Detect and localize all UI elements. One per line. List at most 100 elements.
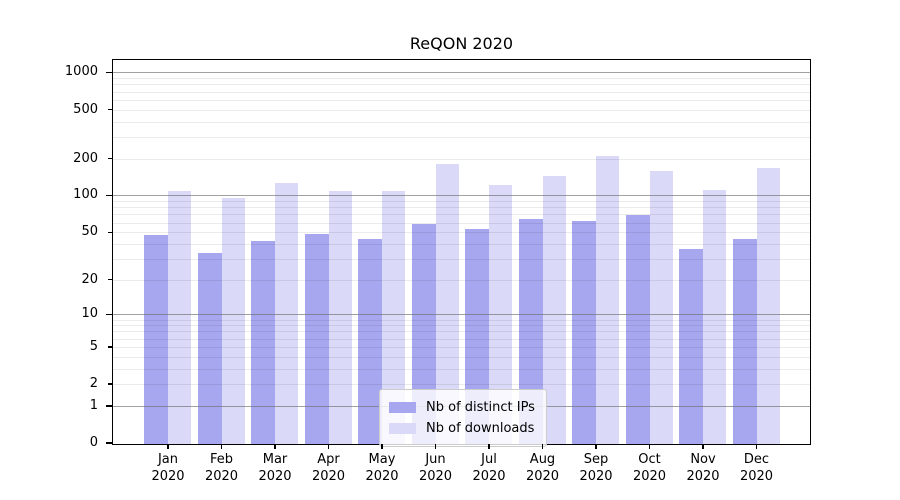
y-tick-label: 1 <box>89 397 98 413</box>
x-tick-label-apr: Apr 2020 <box>311 452 346 484</box>
legend-swatch-distinct-ips <box>389 402 416 413</box>
y-tick-label: 2 <box>89 376 98 392</box>
legend-swatch-downloads <box>389 423 416 434</box>
y-tick-mark <box>108 231 113 233</box>
grid-minor-line <box>113 356 810 358</box>
y-tick-label: 500 <box>73 101 98 117</box>
grid-minor-line <box>113 232 810 234</box>
bar-downloads-jun <box>435 164 459 444</box>
x-tick-mark <box>648 444 651 449</box>
y-tick-label: 20 <box>81 271 98 287</box>
chart-title: ReQON 2020 <box>409 34 514 53</box>
y-tick-label: 0 <box>89 435 98 450</box>
legend-label: Nb of downloads <box>426 421 535 436</box>
bar-downloads-feb <box>221 198 245 444</box>
grid-minor-line <box>113 136 810 138</box>
bar-distinct-ips-dec <box>732 238 757 444</box>
bar-downloads-jan <box>168 191 191 444</box>
plot-area: Nb of distinct IPs Nb of downloads <box>112 59 811 447</box>
grid-minor-line <box>113 158 810 160</box>
y-tick-mark <box>108 383 113 385</box>
grid-minor-line <box>113 99 810 101</box>
x-tick-label-oct: Oct 2020 <box>632 452 667 484</box>
y-tick-mark <box>106 194 113 197</box>
x-tick-mark <box>541 444 544 449</box>
grid-major-line <box>113 195 810 197</box>
y-tick-mark <box>108 108 113 111</box>
grid-minor-line <box>113 243 810 245</box>
bar-distinct-ips-nov <box>679 248 703 444</box>
y-tick-label: 5 <box>89 338 98 354</box>
y-tick-label: 1000 <box>64 64 98 80</box>
legend-entry-distinct-ips: Nb of distinct IPs <box>389 397 538 418</box>
x-tick-mark <box>595 444 597 449</box>
x-tick-label-may: May 2020 <box>365 452 399 484</box>
grid-minor-line <box>113 346 810 348</box>
y-tick-label: 50 <box>81 224 98 240</box>
bar-downloads-dec <box>756 168 780 444</box>
x-tick-label-feb: Feb 2020 <box>204 452 239 484</box>
bar-distinct-ips-sep <box>572 220 596 444</box>
legend: Nb of distinct IPs Nb of downloads <box>379 389 547 447</box>
bar-downloads-nov <box>703 190 726 444</box>
bar-distinct-ips-may <box>358 238 382 444</box>
grid-minor-line <box>113 109 810 111</box>
x-tick-mark <box>327 444 330 449</box>
grid-minor-line <box>113 222 810 224</box>
bar-downloads-apr <box>328 191 352 444</box>
grid-minor-line <box>113 84 810 86</box>
x-tick-label-jun: Jun 2020 <box>418 452 453 484</box>
bar-downloads-sep <box>596 155 619 444</box>
x-tick-mark <box>702 444 704 449</box>
y-tick-label: 10 <box>81 306 98 322</box>
grid-minor-line <box>113 319 810 321</box>
bar-downloads-may <box>382 191 405 444</box>
bar-downloads-oct <box>649 171 673 444</box>
bar-downloads-aug <box>542 175 566 444</box>
grid-minor-line <box>113 338 810 340</box>
y-tick-mark <box>106 71 113 74</box>
bar-distinct-ips-jan <box>144 235 168 444</box>
bar-downloads-jul <box>489 184 512 444</box>
grid-minor-line <box>113 207 810 209</box>
y-tick-mark <box>108 346 113 348</box>
y-tick-mark <box>108 157 113 160</box>
bar-distinct-ips-oct <box>625 214 650 444</box>
x-tick-mark <box>167 444 169 449</box>
grid-layer <box>113 60 810 444</box>
grid-minor-line <box>113 121 810 123</box>
x-tick-mark <box>381 444 383 449</box>
grid-minor-line <box>113 258 810 260</box>
x-tick-label-jul: Jul 2020 <box>472 452 506 484</box>
x-tick-label-sep: Sep 2020 <box>579 452 613 484</box>
x-tick-label-mar: Mar 2020 <box>258 452 292 484</box>
grid-major-line <box>113 314 810 316</box>
y-tick-mark <box>106 405 113 407</box>
grid-minor-line <box>113 78 810 80</box>
grid-minor-line <box>113 325 810 327</box>
x-tick-mark <box>434 444 437 449</box>
x-tick-mark <box>755 444 758 449</box>
grid-major-line <box>113 72 810 74</box>
y-tick-label: 100 <box>73 187 98 203</box>
y-tick-label: 200 <box>73 150 98 166</box>
grid-minor-line <box>113 384 810 386</box>
grid-minor-line <box>113 368 810 370</box>
bar-downloads-mar <box>275 182 298 444</box>
grid-minor-line <box>113 214 810 216</box>
x-tick-mark <box>488 444 490 449</box>
y-tick-mark <box>106 313 113 316</box>
x-tick-label-dec: Dec 2020 <box>739 452 774 484</box>
bar-distinct-ips-apr <box>304 234 329 444</box>
x-tick-mark <box>220 444 223 449</box>
y-tick-mark <box>108 279 113 281</box>
grid-minor-line <box>113 201 810 203</box>
grid-minor-line <box>113 91 810 93</box>
y-tick-mark <box>106 442 113 444</box>
x-tick-label-nov: Nov 2020 <box>686 452 720 484</box>
grid-minor-line <box>113 279 810 281</box>
x-tick-label-aug: Aug 2020 <box>525 452 560 484</box>
legend-entry-downloads: Nb of downloads <box>389 418 538 439</box>
grid-minor-line <box>113 331 810 333</box>
